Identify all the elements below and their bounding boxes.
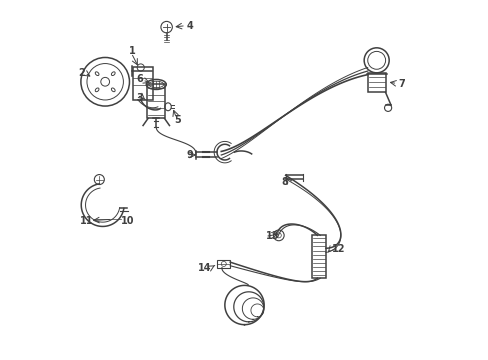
- Bar: [311, 235, 325, 278]
- Bar: [147, 85, 165, 118]
- Text: 14: 14: [198, 263, 211, 273]
- Text: 7: 7: [397, 78, 404, 89]
- Text: 2: 2: [78, 68, 84, 78]
- Text: 9: 9: [186, 150, 193, 160]
- Text: 10: 10: [121, 216, 134, 226]
- Text: 3: 3: [137, 93, 143, 103]
- Text: 11: 11: [80, 216, 94, 226]
- Text: 1: 1: [129, 46, 136, 56]
- Text: 12: 12: [331, 244, 345, 253]
- Text: 13: 13: [265, 231, 279, 242]
- Text: 6: 6: [137, 74, 143, 84]
- Bar: [217, 260, 230, 267]
- Bar: [367, 73, 385, 93]
- Text: 4: 4: [186, 21, 193, 31]
- Text: 8: 8: [281, 177, 287, 187]
- Text: 5: 5: [174, 115, 181, 125]
- Bar: [133, 67, 152, 100]
